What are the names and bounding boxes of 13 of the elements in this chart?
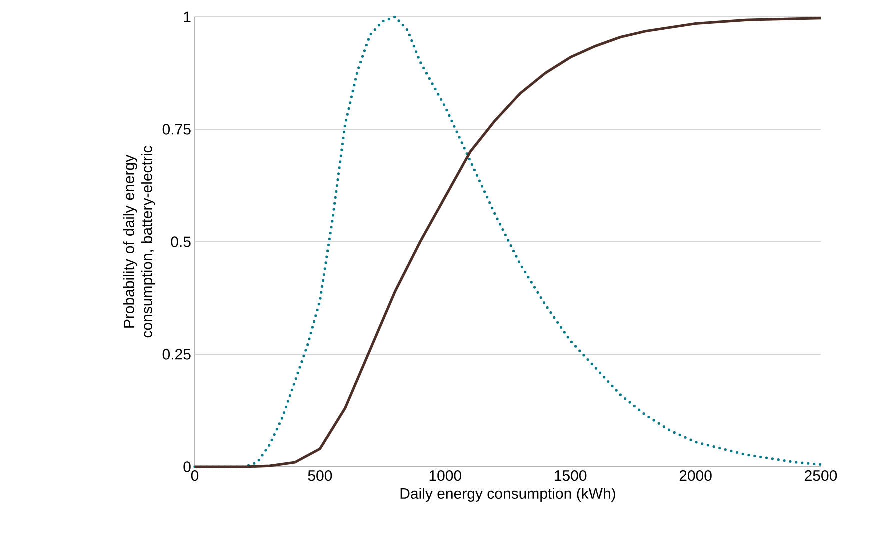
x-tick-label: 1000: [430, 470, 462, 482]
x-axis-title: Daily energy consumption (kWh): [400, 488, 616, 502]
y-tick-label: 0: [184, 462, 191, 472]
x-tick-label: 1500: [555, 470, 587, 482]
x-tick-label: 500: [308, 470, 332, 482]
x-tick-label: 2500: [805, 470, 838, 482]
x-tick-label: 2000: [680, 470, 712, 482]
y-tick-label: 0.5: [171, 236, 191, 248]
y-tick-label: 0.25: [162, 349, 191, 360]
y-tick-label: 0.75: [162, 124, 191, 135]
y-axis-title: Probability of daily energy consumption, battery-electric: [123, 146, 156, 338]
x-tick-label: 0: [191, 470, 199, 482]
y-tick-label: 1: [184, 12, 191, 22]
